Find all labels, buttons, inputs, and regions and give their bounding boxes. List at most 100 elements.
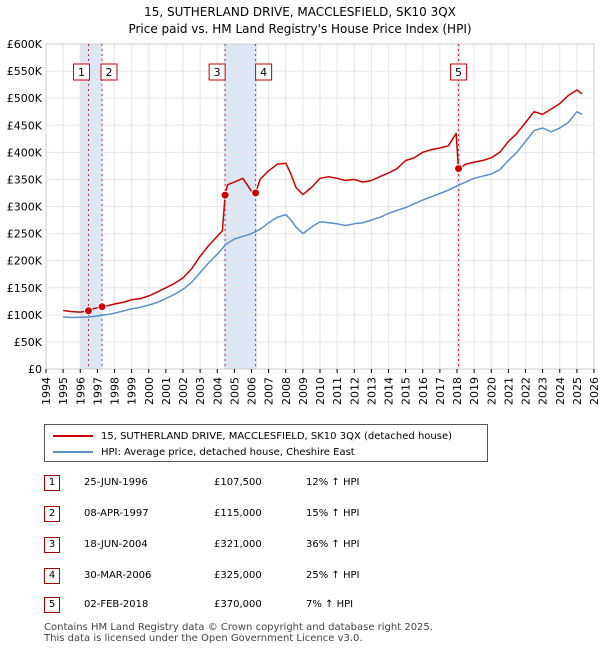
sale-point	[97, 302, 107, 312]
sale-hpi-diff: 15% ↑ HPI	[306, 508, 360, 519]
sale-label-box	[72, 63, 90, 81]
sale-label-number: 4	[260, 66, 267, 79]
sale-point	[251, 188, 261, 198]
x-tick-label: 2023	[537, 377, 550, 405]
sale-point	[220, 190, 230, 200]
sale-date: 08-APR-1997	[84, 508, 149, 519]
y-tick-label: £550K	[7, 65, 43, 78]
y-tick-label: £600K	[7, 38, 43, 51]
grid-lines	[45, 43, 595, 370]
sale-label-number: 3	[214, 66, 221, 79]
sale-point	[454, 164, 464, 174]
x-tick-label: 2007	[263, 377, 276, 405]
x-tick-label: 2024	[554, 377, 567, 405]
sale-hpi-diff: 7% ↑ HPI	[306, 599, 354, 610]
x-tick-label: 2004	[211, 377, 224, 405]
sale-price: £107,500	[214, 477, 262, 488]
x-tick-label: 2017	[434, 377, 447, 405]
y-tick-label: £0	[28, 363, 42, 376]
sale-points	[83, 164, 464, 316]
x-tick-label: 2010	[314, 377, 327, 405]
sale-label-box	[208, 63, 226, 81]
chart-title: 15, SUTHERLAND DRIVE, MACCLESFIELD, SK10…	[0, 4, 600, 38]
x-tick-label: 2016	[417, 377, 430, 405]
x-tick-label: 2026	[588, 377, 600, 405]
y-tick-label: £250K	[7, 228, 43, 241]
y-tick-label: £100K	[7, 309, 43, 322]
footer: Contains HM Land Registry data © Crown c…	[44, 622, 433, 644]
sale-label-number: 5	[455, 66, 462, 79]
x-tick-label: 2008	[280, 377, 293, 405]
title-address: 15, SUTHERLAND DRIVE, MACCLESFIELD, SK10…	[144, 5, 456, 19]
sale-hpi-diff: 12% ↑ HPI	[306, 477, 360, 488]
x-tick-label: 2018	[451, 377, 464, 405]
sale-date: 25-JUN-1996	[84, 477, 148, 488]
y-tick-label: £350K	[7, 173, 43, 186]
legend: 15, SUTHERLAND DRIVE, MACCLESFIELD, SK10…	[44, 424, 488, 462]
x-tick-label: 2006	[246, 377, 259, 405]
sale-number: 1	[44, 475, 60, 491]
x-tick-label: 2002	[177, 377, 190, 405]
sale-label-number: 1	[78, 66, 85, 79]
x-tick-label: 2025	[571, 377, 584, 405]
x-tick-label: 2014	[383, 377, 396, 405]
x-tick-label: 2021	[502, 377, 515, 405]
legend-item-property: 15, SUTHERLAND DRIVE, MACCLESFIELD, SK10…	[53, 429, 452, 443]
x-axis: 1994 1995 1996 1997 1998 1999 2000 2001 2002 2003…	[40, 369, 600, 405]
x-tick-label: 2003	[194, 377, 207, 405]
sale-date: 18-JUN-2004	[84, 539, 148, 550]
x-tick-label: 1997	[91, 377, 104, 405]
sale-number: 2	[44, 506, 60, 522]
table-row: 4 30-MAR-2006 £325,000 25% ↑ HPI	[44, 568, 424, 584]
legend-property-swatch	[53, 435, 93, 437]
x-tick-label: 2001	[160, 377, 173, 405]
x-tick-label: 1995	[57, 377, 70, 405]
x-tick-label: 2022	[520, 377, 533, 405]
x-tick-label: 2020	[485, 377, 498, 405]
series-lines	[63, 89, 583, 319]
sale-date: 02-FEB-2018	[84, 599, 149, 610]
sale-hpi-diff: 25% ↑ HPI	[306, 570, 360, 581]
x-tick-label: 2015	[400, 377, 413, 405]
sale-price: £115,000	[214, 508, 262, 519]
sale-label-box	[450, 63, 468, 81]
x-tick-label: 1994	[40, 377, 53, 405]
y-tick-label: £500K	[7, 92, 43, 105]
x-tick-label: 2013	[365, 377, 378, 405]
hpi-line	[63, 110, 583, 319]
y-tick-label: £450K	[7, 119, 43, 132]
x-tick-label: 1998	[109, 377, 122, 405]
x-tick-label: 2009	[297, 377, 310, 405]
x-tick-label: 2012	[348, 377, 361, 405]
sale-point	[83, 306, 93, 316]
legend-hpi-label: HPI: Average price, detached house, Ches…	[101, 446, 355, 458]
sale-number: 4	[44, 568, 60, 584]
sale-date: 30-MAR-2006	[84, 570, 152, 581]
sale-label-box	[255, 63, 273, 81]
legend-property-label: 15, SUTHERLAND DRIVE, MACCLESFIELD, SK10…	[101, 430, 452, 442]
sale-labels: 1 2 3 4 5	[72, 63, 468, 81]
legend-hpi-swatch	[53, 451, 93, 453]
sale-price: £370,000	[214, 599, 262, 610]
y-tick-label: £50K	[14, 336, 43, 349]
table-row: 3 18-JUN-2004 £321,000 36% ↑ HPI	[44, 537, 424, 553]
y-tick-label: £150K	[7, 282, 43, 295]
x-tick-label: 2000	[143, 377, 156, 405]
x-tick-label: 2005	[228, 377, 241, 405]
table-row: 5 02-FEB-2018 £370,000 7% ↑ HPI	[44, 597, 424, 613]
legend-item-hpi: HPI: Average price, detached house, Ches…	[53, 445, 355, 459]
sale-price: £321,000	[214, 539, 262, 550]
x-tick-label: 2011	[331, 377, 344, 405]
sale-price: £325,000	[214, 570, 262, 581]
x-tick-label: 1999	[126, 377, 139, 405]
sale-label-number: 2	[105, 66, 112, 79]
sale-hpi-diff: 36% ↑ HPI	[306, 539, 360, 550]
x-tick-label: 1996	[74, 377, 87, 405]
sale-label-box	[100, 63, 118, 81]
x-tick-label: 2019	[468, 377, 481, 405]
y-tick-label: £400K	[7, 146, 43, 159]
title-subtitle: Price paid vs. HM Land Registry's House …	[128, 22, 472, 36]
sale-number: 5	[44, 597, 60, 613]
table-row: 2 08-APR-1997 £115,000 15% ↑ HPI	[44, 506, 424, 522]
property-price-line	[63, 89, 583, 313]
